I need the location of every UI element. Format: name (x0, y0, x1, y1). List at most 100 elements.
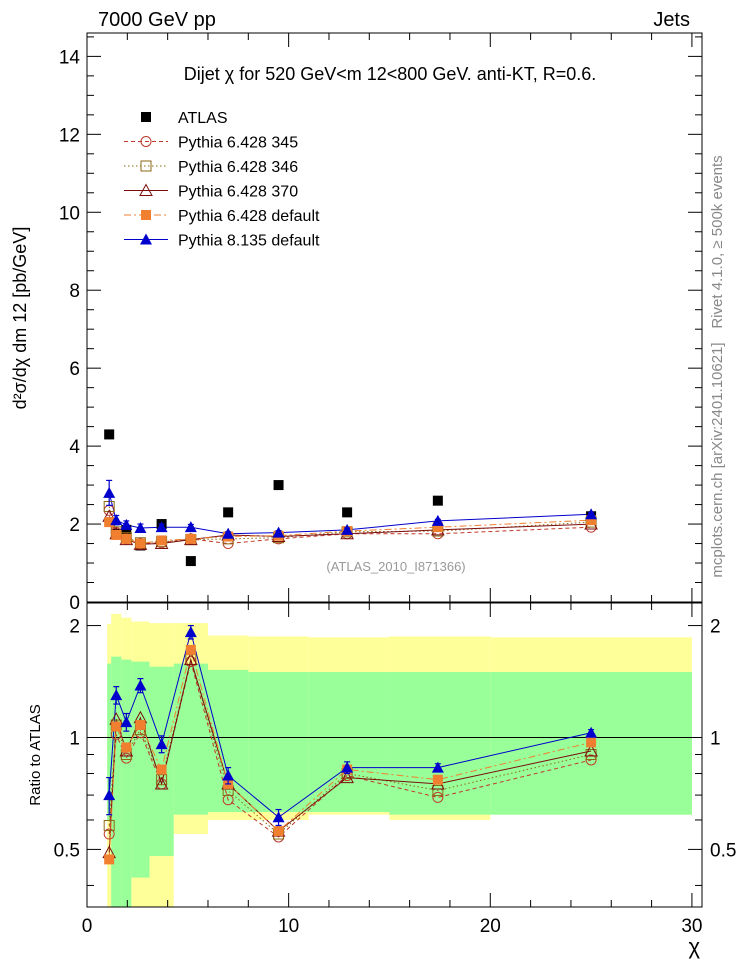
ratio-point (341, 761, 354, 773)
ratio-series-points (102, 624, 598, 865)
ratio-x-tick-labels: 0 10 20 30 (82, 916, 703, 937)
ratio-point (272, 811, 285, 823)
ratio-point (222, 769, 235, 781)
ratio-y-tick-label-right: 0.5 (710, 840, 736, 861)
ratio-xlabel: χ (688, 934, 700, 959)
ratio-point (185, 644, 196, 655)
ratio-point (110, 689, 123, 701)
ratio-point (156, 764, 167, 775)
ratio-y-tick-labels: 0.5 0.5 1 1 2 2 (54, 617, 737, 862)
main-point (121, 524, 132, 535)
ratio-point (340, 770, 354, 784)
legend-marker (141, 210, 151, 220)
main-point (103, 486, 116, 498)
legend-label: Pythia 6.428 345 (178, 135, 298, 152)
main-y-tick-label: 0 (69, 593, 80, 614)
ratio-point (111, 721, 122, 732)
legend: ATLAS Pythia 6.428 345 Pythia 6.428 346 Pyt… (124, 110, 320, 250)
green-band-segment (107, 663, 112, 820)
green-band-segment (248, 672, 309, 813)
header-right: Jets (653, 9, 690, 31)
main-y-tick-label: 2 (69, 515, 80, 536)
green-band-segment (149, 666, 174, 856)
ratio-x-tick-label: 30 (681, 916, 702, 937)
ratio-x-tick-label: 0 (82, 916, 93, 937)
main-point (110, 514, 123, 526)
main-y-tick-labels: 0 2 4 6 8 10 12 14 (59, 47, 81, 614)
ratio-point (431, 761, 444, 773)
main-point (341, 523, 354, 535)
main-ticks (86, 33, 702, 603)
ratio-point (103, 789, 116, 801)
main-point (184, 521, 197, 533)
main-series-points (102, 429, 598, 567)
main-point (111, 529, 122, 540)
ratio-y-tick-label-right: 1 (710, 728, 721, 749)
main-point (134, 521, 147, 533)
rivet-label: Rivet 4.1.0, ≥ 500k events (709, 155, 726, 328)
header-left: 7000 GeV pp (98, 9, 216, 31)
legend-marker (140, 136, 152, 147)
ratio-point (222, 794, 234, 806)
legend-label: ATLAS (178, 110, 228, 127)
main-point (156, 535, 167, 546)
main-point (185, 556, 196, 567)
ratio-point (134, 679, 147, 691)
ratio-point (184, 652, 198, 666)
ratio-point (154, 776, 169, 790)
ratio-point (120, 716, 133, 728)
main-point (342, 507, 353, 518)
green-band-segment (207, 669, 249, 813)
ratio-y-tick-label: 0.5 (54, 840, 80, 861)
legend-marker (141, 112, 151, 122)
ratio-ticks (86, 603, 702, 907)
ratio-point (155, 738, 168, 750)
ratio-point (121, 742, 132, 753)
green-band-segment (173, 663, 208, 815)
green-band-segment (389, 672, 491, 815)
main-point (272, 526, 285, 538)
ratio-y-tick-label-right: 2 (710, 617, 721, 638)
main-point (222, 527, 235, 539)
ratio-uncertainty-bands (107, 613, 692, 907)
ratio-point (585, 726, 598, 738)
ratio-point (432, 785, 444, 797)
main-point (432, 522, 443, 533)
main-point (273, 480, 284, 491)
ratio-x-tick-label: 20 (480, 916, 501, 937)
ratio-point (135, 720, 146, 731)
ratio-y-tick-label: 2 (69, 617, 80, 638)
ratio-point (103, 828, 115, 840)
green-band-segment (131, 661, 150, 878)
ratio-point (103, 819, 115, 831)
main-point (585, 508, 598, 520)
green-band-segment (111, 656, 122, 907)
ratio-point (432, 774, 443, 785)
main-point (431, 514, 444, 526)
legend-label: Pythia 6.428 346 (178, 159, 298, 176)
ratio-point (104, 854, 115, 865)
main-title: Dijet χ for 520 GeV<m 12<800 GeV. anti-K… (184, 64, 597, 84)
main-point (121, 533, 132, 544)
green-band-segment (121, 659, 132, 907)
main-point (185, 533, 196, 544)
legend-label: Pythia 6.428 370 (178, 184, 298, 201)
main-point (104, 517, 115, 528)
ratio-line-3 (108, 647, 592, 860)
green-band-segment (308, 672, 390, 813)
watermark: (ATLAS_2010_I871366) (326, 559, 465, 574)
ratio-panel: 0.5 0.5 1 1 2 2 0 10 20 30 Ratio to ATLAS χ (27, 602, 737, 959)
main-panel: 0 2 4 6 8 10 12 14 Dijet χ for 520 GeV<m 12<800… (10, 32, 703, 614)
legend-label: Pythia 6.428 default (178, 208, 320, 225)
main-point (432, 495, 443, 506)
ratio-line-2 (108, 657, 592, 853)
main-y-tick-label: 14 (59, 47, 81, 68)
legend-marker (140, 233, 152, 245)
ratio-ylabel: Ratio to ATLAS (27, 704, 44, 805)
main-point (155, 521, 168, 533)
main-point (104, 429, 115, 440)
main-y-tick-label: 12 (59, 125, 80, 146)
main-y-tick-label: 6 (69, 359, 80, 380)
